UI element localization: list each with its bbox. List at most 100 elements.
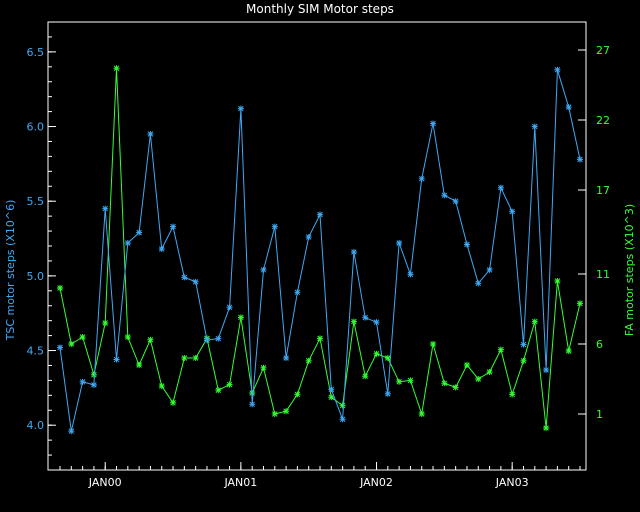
data-point [57,285,63,291]
data-point [430,120,437,127]
data-point [554,278,561,284]
data-point [237,105,244,112]
data-point [373,350,380,357]
data-point [339,402,346,409]
chart-title: Monthly SIM Motor steps [246,2,394,16]
data-point [68,428,75,435]
left-axis-label: TSC motor steps (X10^6) [4,200,17,342]
data-point [396,240,403,247]
data-point [543,366,550,373]
data-point [79,378,86,385]
data-point [68,341,75,347]
data-point [463,362,470,368]
data-point [283,355,290,361]
data-point [441,192,448,199]
data-point [249,401,256,408]
x-tick-label: JAN02 [359,476,393,489]
series-line [59,68,581,429]
fa-series [57,65,583,431]
data-point [271,411,278,417]
data-point [577,300,583,307]
x-tick-label: JAN00 [88,476,122,489]
right-tick-label: 22 [596,114,610,127]
data-point [509,208,516,215]
left-tick-label: 4.5 [27,345,45,358]
right-tick-label: 1 [596,408,603,421]
data-point [486,369,493,375]
data-point [430,341,437,347]
data-point [215,387,222,394]
data-point [384,390,391,397]
data-point [181,274,188,281]
data-point [339,416,346,423]
left-axis: 4.0 4.5 5.0 5.5 6.0 6.5 [27,21,56,456]
x-tick-label: JAN03 [495,476,529,489]
data-point [497,184,504,191]
data-point [113,356,120,363]
data-point [520,357,527,364]
data-point [475,280,482,287]
data-point [158,383,165,389]
data-point [170,399,177,406]
data-point [260,364,267,371]
data-point [317,335,323,342]
data-point [463,241,470,248]
data-point [328,386,335,393]
data-point [181,355,188,361]
data-point [531,318,538,325]
left-tick-label: 6.5 [27,46,45,59]
data-point [124,334,131,340]
data-point [362,314,369,321]
data-point [113,65,120,72]
data-point [170,223,177,230]
series-line [59,69,581,432]
data-point [192,278,199,285]
data-point [305,234,312,241]
data-point [317,211,323,218]
data-point [294,289,301,296]
data-point [531,123,538,130]
data-point [362,373,369,380]
x-axis: JAN00 JAN01 JAN02 JAN03 [59,462,581,489]
data-point [497,346,504,353]
right-axis: 1 6 11 17 22 27 [578,44,610,421]
data-point [418,411,425,417]
data-point [57,344,63,351]
plot-frame [47,21,587,471]
data-point [350,318,357,325]
data-point [90,371,97,378]
data-point [475,376,482,382]
data-point [283,408,290,415]
data-point [90,381,97,388]
data-point [147,336,154,343]
right-tick-label: 6 [596,338,603,351]
data-point [509,391,516,398]
data-point [102,320,109,326]
data-point [136,229,143,236]
data-point [441,380,448,387]
data-point [260,266,267,273]
data-point [418,175,425,182]
data-point [226,381,233,388]
left-tick-label: 4.0 [27,419,45,432]
data-point [565,104,572,111]
data-point [79,334,86,340]
data-point [136,362,143,368]
tsc-series [57,66,583,435]
data-point [226,304,233,311]
data-point [147,131,154,137]
data-point [294,391,301,398]
data-point [452,384,459,391]
data-point [305,357,312,364]
data-point [328,394,335,401]
data-point [396,378,403,385]
data-point [407,271,414,278]
right-axis-label: FA motor steps (X10^3) [623,204,636,336]
left-tick-label: 5.0 [27,270,45,283]
data-point [577,156,583,163]
data-point [350,248,357,255]
data-point [452,198,459,205]
data-point [215,335,222,342]
right-tick-label: 11 [596,268,610,281]
data-point [192,355,199,361]
